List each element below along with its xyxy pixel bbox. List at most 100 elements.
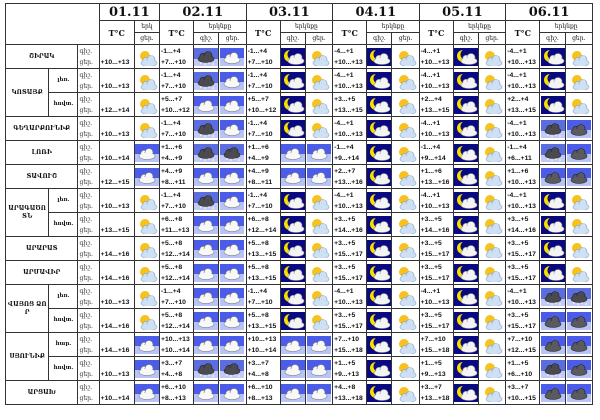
day-temperature: +14...+16 bbox=[100, 346, 130, 354]
day-temperature: +14...+16 bbox=[420, 226, 450, 234]
temperature-cell: +3...+5 +15...+17 bbox=[332, 308, 368, 333]
moon-cloud-icon bbox=[366, 92, 393, 117]
night-temperature: +3...+5 bbox=[334, 215, 356, 223]
night-temperature: +3...+5 bbox=[334, 263, 356, 271]
day-temperature: +13...+18 bbox=[334, 394, 363, 402]
day-temperature: +10...+13 bbox=[100, 58, 130, 66]
cloud-icon bbox=[193, 284, 220, 309]
night-day-labels: գիշ. ցեր. bbox=[77, 308, 100, 333]
temperature-cell: +6...+8 +11...+13 bbox=[159, 212, 195, 237]
night-label: գիշ. bbox=[79, 215, 93, 223]
night-temperature: -4...+1 bbox=[507, 287, 527, 295]
region-name: ՇԻՐԱԿ bbox=[4, 44, 79, 69]
night-label: գիշ. bbox=[79, 383, 93, 391]
overcast-icon bbox=[539, 332, 566, 357]
moon-cloud-icon bbox=[366, 236, 393, 261]
moon-cloud-icon bbox=[539, 188, 566, 213]
region-name: ԱՐԱԳԱԾՈՏՆ bbox=[4, 188, 50, 237]
day-temperature: +10...+13 bbox=[507, 82, 536, 90]
region-name: ԼՈՌԻ bbox=[4, 140, 79, 165]
moon-cloud-icon bbox=[366, 284, 393, 309]
temperature-cell: +14...+16 bbox=[98, 332, 135, 357]
cloud-icon bbox=[304, 380, 334, 405]
night-temperature: +4...+8 bbox=[334, 383, 356, 391]
day-temperature: +10...+14 bbox=[100, 394, 130, 402]
temperature-cell: +10...+14 bbox=[98, 380, 135, 405]
moon-cloud-icon bbox=[279, 212, 306, 237]
cloud-icon bbox=[279, 380, 306, 405]
sky-header: երկ bbox=[133, 20, 161, 33]
day-temperature: +13...+15 bbox=[100, 226, 130, 234]
table-row: ԳԵՂԱՐՔՈՒՆԻՔ գիշ. ցեր. +10...+13 -1...+4 +7..… bbox=[4, 116, 594, 141]
moon-cloud-icon bbox=[539, 44, 566, 69]
moon-cloud-icon bbox=[366, 380, 393, 405]
day-temperature: +15...+17 bbox=[334, 274, 363, 282]
moon-cloud-icon bbox=[366, 44, 393, 69]
night-temperature: +2...+7 bbox=[334, 167, 356, 175]
day-temperature: +12...+14 bbox=[161, 274, 190, 282]
night-label: գիշ. bbox=[79, 119, 93, 127]
temperature-cell: +3...+5 +14...+16 bbox=[505, 212, 541, 237]
night-label: գիշ. bbox=[79, 311, 93, 319]
night-label: գիշ. bbox=[79, 335, 93, 343]
night-day-labels: գիշ. ցեր. bbox=[77, 260, 100, 285]
temp-header: T°C bbox=[159, 20, 195, 45]
sun-cloud-icon bbox=[304, 308, 334, 333]
day-temperature: +10...+13 bbox=[334, 202, 363, 210]
day-label: ցեր. bbox=[79, 274, 93, 282]
temperature-cell: -1...+4 +7...+10 bbox=[245, 116, 281, 141]
night-day-labels: գիշ. ցեր. bbox=[77, 68, 100, 93]
moon-cloud-icon bbox=[452, 212, 480, 237]
temperature-cell: -4...+1 +10...+13 bbox=[418, 44, 454, 69]
table-row: հովտ. գիշ. ցեր. +14...+16 +5...+8 +12...+14 +… bbox=[6, 308, 594, 333]
night-temperature: +3...+5 bbox=[334, 239, 356, 247]
day-label: ցեր. bbox=[79, 298, 93, 306]
moon-cloud-icon bbox=[539, 260, 566, 285]
cloud-icon bbox=[193, 164, 220, 189]
day-temperature: +7...+10 bbox=[247, 58, 273, 66]
sun-cloud-icon bbox=[391, 164, 420, 189]
night-day-labels: գիշ. ցեր. bbox=[77, 380, 100, 405]
moon-cloud-icon bbox=[452, 188, 480, 213]
cloud-icon bbox=[304, 332, 334, 357]
region-name: ՍՅՈՒՆԻՔ bbox=[4, 332, 50, 381]
day-label: ցեր. bbox=[79, 250, 93, 258]
cloud-icon bbox=[218, 284, 247, 309]
sun-cloud-icon bbox=[564, 260, 594, 285]
night-temperature: +5...+8 bbox=[161, 311, 183, 319]
temperature-cell: -4...+1 +10...+13 bbox=[505, 284, 541, 309]
region-name: ՏԱՎՈՒՇ bbox=[4, 164, 79, 189]
region-name: ԿՈՏԱՅՔ bbox=[4, 68, 50, 117]
temperature-cell: +1...+5 +6...+10 bbox=[505, 356, 541, 381]
sun-cloud-icon bbox=[391, 284, 420, 309]
sun-cloud-icon bbox=[564, 44, 594, 69]
temperature-cell: +4...+8 +13...+18 bbox=[332, 380, 368, 405]
cloud-icon bbox=[218, 332, 247, 357]
cloud-icon bbox=[218, 260, 247, 285]
temperature-cell: -1...+4 +7...+10 bbox=[245, 188, 281, 213]
day-temperature: +7...+10 bbox=[161, 298, 186, 306]
night-temperature: +5...+8 bbox=[247, 263, 269, 271]
temperature-cell: +3...+5 +15...+17 bbox=[505, 236, 541, 261]
temperature-cell: +12...+15 bbox=[98, 164, 135, 189]
night-header: գիշ. bbox=[193, 32, 220, 45]
corner-cell bbox=[5, 3, 100, 45]
temperature-cell: +10...+13 bbox=[98, 68, 135, 93]
night-temperature: +3...+7 bbox=[507, 383, 529, 391]
night-temperature: -1...+4 bbox=[334, 143, 354, 151]
temp-header: T°C bbox=[505, 20, 541, 45]
temperature-cell: -4...+1 +10...+13 bbox=[418, 116, 454, 141]
temperature-cell: +5...+8 +13...+15 bbox=[245, 308, 281, 333]
day-label: ցեր. bbox=[79, 130, 93, 138]
night-temperature: +3...+5 bbox=[334, 311, 356, 319]
day-temperature: +8...+11 bbox=[247, 178, 273, 186]
night-day-labels: գիշ. ցեր. bbox=[77, 164, 100, 189]
day-temperature: +4...+8 bbox=[161, 370, 183, 378]
temperature-cell: +1...+6 +4...+9 bbox=[245, 140, 281, 165]
night-temperature: +3...+7 bbox=[247, 359, 269, 367]
sky-header: երկնքը bbox=[452, 20, 507, 33]
moon-cloud-icon bbox=[366, 308, 393, 333]
temperature-cell: +10...+13 +10...+14 bbox=[159, 332, 195, 357]
rain-icon bbox=[193, 188, 220, 213]
night-temperature: +4...+9 bbox=[161, 167, 183, 175]
